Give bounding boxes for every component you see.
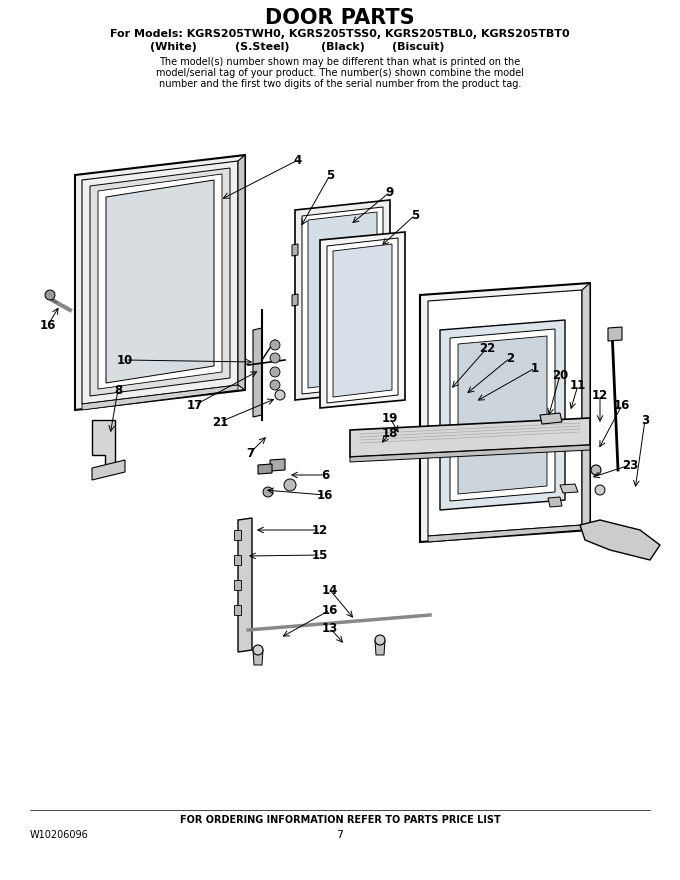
Text: (Black): (Black) bbox=[322, 42, 365, 52]
Polygon shape bbox=[420, 283, 590, 542]
Polygon shape bbox=[350, 418, 590, 457]
Polygon shape bbox=[302, 207, 383, 394]
Polygon shape bbox=[450, 329, 555, 501]
Text: 5: 5 bbox=[326, 168, 334, 181]
Polygon shape bbox=[440, 320, 565, 510]
Text: 22: 22 bbox=[479, 341, 495, 355]
Text: 10: 10 bbox=[117, 354, 133, 366]
Text: 18: 18 bbox=[381, 427, 398, 439]
Circle shape bbox=[595, 485, 605, 495]
Circle shape bbox=[45, 290, 55, 300]
Polygon shape bbox=[106, 180, 214, 383]
Text: 1: 1 bbox=[531, 362, 539, 375]
Polygon shape bbox=[234, 530, 241, 540]
Text: (S.Steel): (S.Steel) bbox=[235, 42, 289, 52]
Text: 7: 7 bbox=[337, 830, 343, 840]
Polygon shape bbox=[428, 525, 582, 542]
Polygon shape bbox=[82, 385, 238, 410]
Text: 8: 8 bbox=[114, 384, 122, 397]
Polygon shape bbox=[92, 460, 125, 480]
Text: 13: 13 bbox=[322, 621, 338, 634]
Polygon shape bbox=[253, 328, 262, 417]
Polygon shape bbox=[320, 232, 405, 408]
Polygon shape bbox=[234, 605, 241, 615]
Text: 6: 6 bbox=[321, 468, 329, 481]
Circle shape bbox=[270, 353, 280, 363]
Polygon shape bbox=[582, 283, 590, 530]
Text: 9: 9 bbox=[386, 186, 394, 199]
Text: 19: 19 bbox=[381, 412, 398, 424]
Text: DOOR PARTS: DOOR PARTS bbox=[265, 8, 415, 28]
Text: 16: 16 bbox=[614, 399, 630, 412]
Text: number and the first two digits of the serial number from the product tag.: number and the first two digits of the s… bbox=[159, 79, 521, 89]
Circle shape bbox=[253, 645, 263, 655]
Text: (White): (White) bbox=[150, 42, 197, 52]
Polygon shape bbox=[234, 580, 241, 590]
Text: 7: 7 bbox=[246, 446, 254, 459]
Circle shape bbox=[270, 340, 280, 350]
Text: 23: 23 bbox=[622, 458, 638, 472]
Text: 5: 5 bbox=[411, 209, 419, 222]
Polygon shape bbox=[270, 459, 285, 471]
Polygon shape bbox=[428, 290, 582, 536]
Text: 16: 16 bbox=[317, 488, 333, 502]
Polygon shape bbox=[350, 445, 590, 462]
Polygon shape bbox=[540, 413, 562, 424]
Polygon shape bbox=[292, 294, 298, 306]
Polygon shape bbox=[548, 497, 562, 507]
Text: 21: 21 bbox=[212, 415, 228, 429]
Polygon shape bbox=[375, 640, 385, 655]
Polygon shape bbox=[295, 200, 390, 400]
Text: FOR ORDERING INFORMATION REFER TO PARTS PRICE LIST: FOR ORDERING INFORMATION REFER TO PARTS … bbox=[180, 815, 500, 825]
Polygon shape bbox=[327, 238, 398, 403]
Polygon shape bbox=[234, 555, 241, 565]
Text: 11: 11 bbox=[570, 378, 586, 392]
Text: 14: 14 bbox=[322, 583, 338, 597]
Polygon shape bbox=[92, 420, 115, 470]
Text: The model(s) number shown may be different than what is printed on the: The model(s) number shown may be differe… bbox=[159, 57, 521, 67]
Circle shape bbox=[275, 390, 285, 400]
Polygon shape bbox=[580, 520, 660, 560]
Polygon shape bbox=[90, 168, 230, 396]
Text: 15: 15 bbox=[312, 548, 328, 561]
Text: 20: 20 bbox=[552, 369, 568, 382]
Text: (Biscuit): (Biscuit) bbox=[392, 42, 445, 52]
Text: 4: 4 bbox=[294, 153, 302, 166]
Circle shape bbox=[284, 479, 296, 491]
Text: 12: 12 bbox=[592, 388, 608, 401]
Circle shape bbox=[270, 380, 280, 390]
Circle shape bbox=[270, 367, 280, 377]
Text: 16: 16 bbox=[40, 319, 56, 332]
Polygon shape bbox=[258, 464, 272, 474]
Polygon shape bbox=[458, 336, 547, 494]
Text: 12: 12 bbox=[312, 524, 328, 537]
Polygon shape bbox=[560, 484, 578, 493]
Text: model/serial tag of your product. The number(s) shown combine the model: model/serial tag of your product. The nu… bbox=[156, 68, 524, 78]
Polygon shape bbox=[308, 212, 377, 388]
Text: W10206096: W10206096 bbox=[30, 830, 89, 840]
Text: 2: 2 bbox=[506, 351, 514, 364]
Polygon shape bbox=[333, 244, 392, 397]
Polygon shape bbox=[608, 327, 622, 341]
Circle shape bbox=[263, 487, 273, 497]
Circle shape bbox=[591, 465, 601, 475]
Polygon shape bbox=[75, 155, 245, 410]
Polygon shape bbox=[253, 650, 263, 665]
Polygon shape bbox=[238, 518, 252, 652]
Text: 16: 16 bbox=[322, 604, 338, 617]
Text: 3: 3 bbox=[641, 414, 649, 427]
Polygon shape bbox=[98, 174, 222, 389]
Text: For Models: KGRS205TWH0, KGRS205TSS0, KGRS205TBL0, KGRS205TBT0: For Models: KGRS205TWH0, KGRS205TSS0, KG… bbox=[110, 29, 570, 39]
Text: 17: 17 bbox=[187, 399, 203, 412]
Circle shape bbox=[375, 635, 385, 645]
Polygon shape bbox=[238, 155, 245, 390]
Polygon shape bbox=[292, 244, 298, 256]
